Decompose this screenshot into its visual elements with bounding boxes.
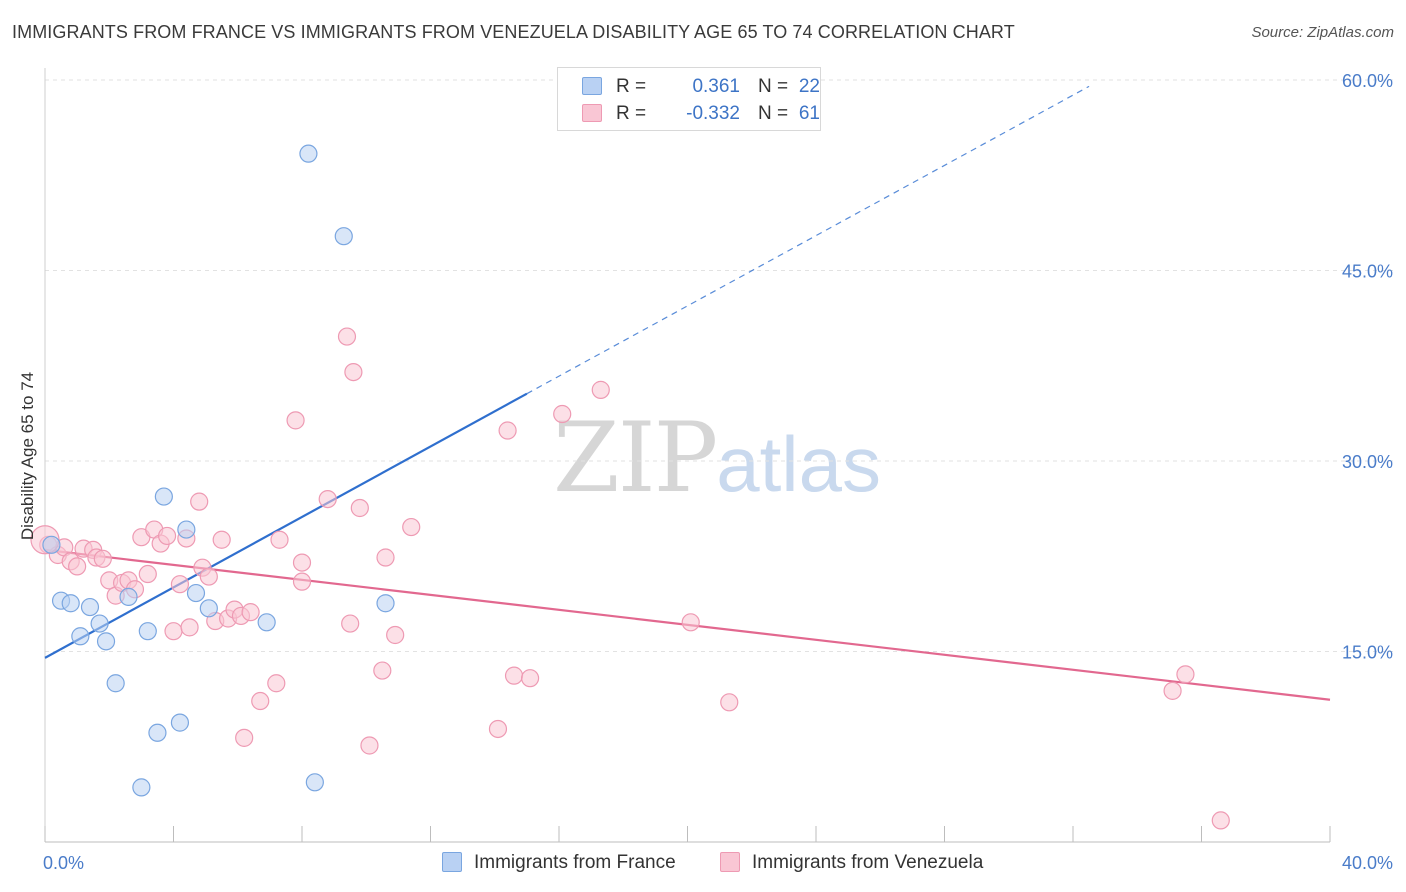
data-point-france [119, 587, 138, 606]
x-tick-label: 0.0% [43, 853, 84, 873]
data-point-venezuela [344, 363, 363, 382]
y-tick-label: 30.0% [1342, 452, 1393, 472]
data-point-venezuela [1163, 681, 1182, 700]
source-credit: Source: ZipAtlas.com [1251, 24, 1394, 41]
data-point-venezuela [373, 661, 392, 680]
legend-r-value: -0.332 [686, 103, 740, 124]
data-point-france [90, 614, 109, 633]
data-point-venezuela [318, 490, 337, 509]
data-point-venezuela [267, 674, 286, 693]
watermark-zip: ZIP [553, 402, 718, 514]
data-point-venezuela [270, 530, 289, 549]
data-point-venezuela [292, 572, 312, 591]
legend-swatch-venezuela [582, 104, 602, 122]
legend-n-label: N = [758, 103, 789, 124]
data-point-venezuela [681, 613, 700, 632]
data-point-france [132, 778, 151, 797]
data-point-venezuela [251, 691, 270, 711]
data-point-france [71, 627, 90, 646]
data-point-venezuela [164, 622, 183, 641]
data-point-venezuela [93, 549, 112, 568]
data-point-venezuela [1176, 665, 1195, 684]
legend-n-value: 61 [798, 103, 820, 124]
y-tick-label: 60.0% [1342, 71, 1393, 91]
data-point-france [257, 613, 276, 632]
legend-n-label: N = [758, 76, 789, 97]
data-point-france [199, 599, 218, 618]
data-point-france [138, 622, 157, 641]
bottom-legend-label-venezuela: Immigrants from Venezuela [752, 852, 984, 873]
data-point-venezuela [376, 548, 395, 567]
data-point-france [376, 594, 395, 613]
data-point-venezuela [170, 575, 190, 594]
data-point-venezuela [504, 666, 524, 685]
data-point-france [186, 583, 206, 603]
data-point-venezuela [157, 526, 177, 546]
watermark-atlas: atlas [716, 420, 881, 508]
data-point-venezuela [360, 736, 379, 755]
data-point-venezuela [402, 517, 421, 537]
legend-r-label: R = [616, 103, 647, 124]
stats-legend: R = 0.361 N = 22 R = -0.332 N = 61 [557, 67, 821, 131]
data-point-france [106, 674, 125, 693]
trend-line-france [44, 392, 528, 659]
watermark: ZIPatlas [553, 402, 881, 514]
data-point-venezuela [199, 567, 218, 586]
data-point-venezuela [498, 421, 517, 440]
legend-r-value: 0.361 [692, 76, 740, 97]
trend-line-extension-france [526, 85, 1090, 395]
data-point-venezuela [212, 530, 231, 549]
y-tick-label: 15.0% [1342, 643, 1393, 663]
x-tick-label: 40.0% [1342, 853, 1393, 873]
data-point-venezuela [488, 719, 508, 739]
data-point-venezuela [286, 411, 305, 430]
data-point-venezuela [235, 728, 254, 747]
data-point-venezuela [341, 614, 360, 633]
data-point-venezuela [553, 404, 572, 424]
legend-r-label: R = [616, 76, 647, 97]
data-point-france [96, 632, 116, 651]
data-point-venezuela [241, 603, 260, 622]
data-point-france [154, 487, 173, 506]
y-tick-label: 45.0% [1342, 262, 1393, 282]
data-point-france [299, 144, 318, 163]
data-point-venezuela [1211, 811, 1230, 830]
data-point-venezuela [520, 669, 540, 688]
chart-title: IMMIGRANTS FROM FRANCE VS IMMIGRANTS FRO… [12, 22, 1015, 42]
data-point-venezuela [350, 498, 369, 518]
legend-n-value: 22 [798, 76, 820, 97]
data-point-venezuela [292, 553, 312, 572]
data-point-france [42, 535, 61, 554]
data-point-france [305, 773, 324, 792]
bottom-legend-swatch-venezuela [720, 852, 740, 872]
data-point-venezuela [68, 557, 87, 576]
data-point-venezuela [190, 492, 209, 511]
data-point-france [61, 594, 80, 613]
data-point-venezuela [180, 618, 199, 637]
data-point-france [170, 713, 190, 732]
data-point-france [177, 520, 196, 539]
bottom-legend-label-france: Immigrants from France [474, 852, 676, 873]
data-point-venezuela [337, 327, 357, 346]
data-point-venezuela [138, 564, 157, 584]
data-point-venezuela [720, 693, 739, 712]
axis-layer [44, 68, 1331, 843]
data-point-france [148, 723, 167, 742]
label-layer: 15.0% 30.0% 45.0% 60.0% 0.0% 40.0% Disability … [18, 71, 1393, 873]
data-point-venezuela [386, 625, 405, 645]
legend-swatch-france [582, 77, 602, 95]
data-point-venezuela [591, 380, 610, 399]
bottom-legend-swatch-france [442, 852, 462, 872]
grid-layer [45, 79, 1395, 652]
y-axis-label: Disability Age 65 to 74 [18, 372, 37, 540]
data-point-france [334, 227, 353, 246]
point-layer [30, 144, 1230, 830]
data-point-france [80, 597, 100, 617]
